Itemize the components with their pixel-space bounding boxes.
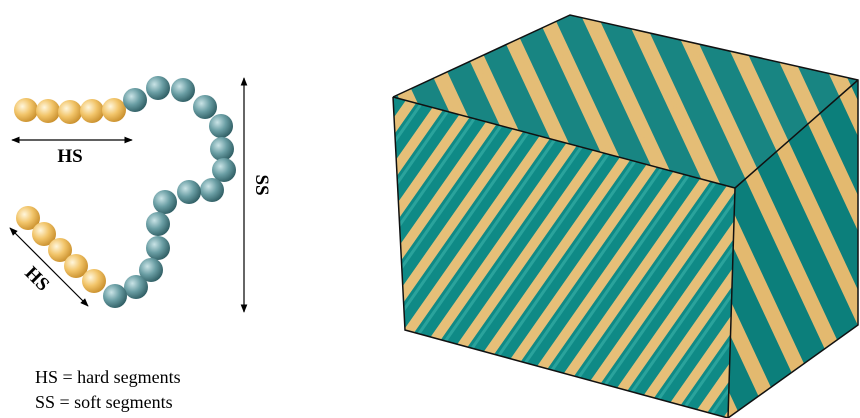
polymer-chain	[14, 76, 236, 308]
hard-bead	[58, 100, 82, 124]
legend-ss: SS = soft segments	[35, 392, 173, 412]
soft-bead	[123, 88, 147, 112]
soft-bead	[146, 212, 170, 236]
soft-bead	[210, 137, 234, 161]
hard-bead	[102, 98, 126, 122]
hard-bead	[82, 269, 106, 293]
hs-label-diagonal: HS	[20, 263, 53, 296]
soft-bead	[171, 78, 195, 102]
hard-bead	[36, 99, 60, 123]
hs-label: HS	[57, 146, 82, 167]
soft-bead	[212, 158, 236, 182]
ss-label: SS	[251, 174, 272, 195]
soft-bead	[177, 180, 201, 204]
simulation-box	[393, 15, 858, 418]
soft-bead	[103, 284, 127, 308]
soft-bead	[146, 76, 170, 100]
soft-bead	[200, 178, 224, 202]
soft-bead	[209, 114, 233, 138]
hard-bead	[14, 98, 38, 122]
figure: HS HS SS HS = hard segments SS = soft se…	[0, 0, 860, 418]
legend-hs: HS = hard segments	[35, 367, 181, 387]
hard-bead	[80, 99, 104, 123]
soft-bead	[153, 190, 177, 214]
soft-bead	[193, 95, 217, 119]
soft-bead	[124, 275, 148, 299]
soft-bead	[146, 236, 170, 260]
